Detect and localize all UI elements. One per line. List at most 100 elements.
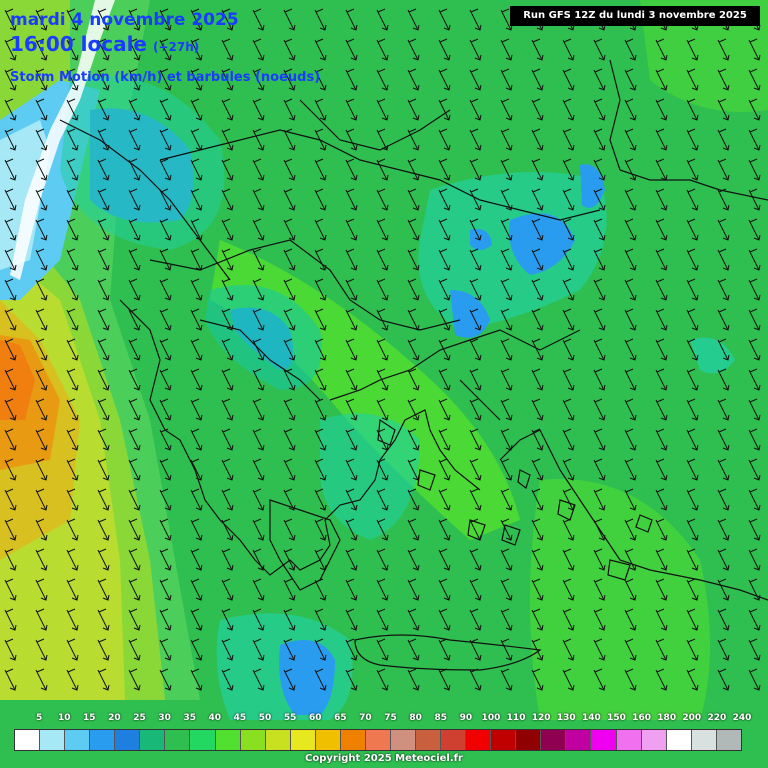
wind-barb [376, 248, 389, 271]
wind-barb [159, 548, 172, 571]
wind-barb [159, 458, 172, 481]
wind-barb [717, 278, 730, 301]
wind-barb [190, 518, 203, 541]
legend-label: 200 [682, 713, 702, 723]
wind-barb [438, 248, 451, 271]
legend-label: 40 [208, 713, 222, 723]
wind-barb [190, 578, 203, 601]
wind-barb [252, 488, 265, 511]
wind-barb [531, 608, 544, 631]
wind-barb [686, 518, 699, 541]
wind-barb [376, 518, 389, 541]
legend-label: 120 [531, 713, 551, 723]
wind-barb [655, 368, 668, 391]
legend-swatch [290, 730, 316, 750]
wind-barb [593, 488, 606, 511]
wind-barb [252, 668, 265, 691]
wind-barb [252, 128, 265, 151]
wind-barb [128, 398, 141, 421]
wind-barb [159, 158, 172, 181]
wind-barb [562, 458, 575, 481]
wind-barb [407, 278, 420, 301]
wind-barb [655, 608, 668, 631]
wind-barb [345, 488, 358, 511]
wind-barb [438, 668, 451, 691]
wind-barb [655, 218, 668, 241]
wind-barb [283, 308, 296, 331]
wind-barb [314, 188, 327, 211]
wind-barb [221, 218, 234, 241]
wind-barb [531, 98, 544, 121]
wind-barb [128, 278, 141, 301]
wind-barb [593, 518, 606, 541]
wind-barb [376, 548, 389, 571]
wind-barb [35, 428, 48, 451]
wind-barb [717, 98, 730, 121]
wind-barb [221, 158, 234, 181]
wind-barb [97, 68, 110, 91]
wind-barb [407, 68, 420, 91]
wind-barb [376, 488, 389, 511]
wind-barb [407, 398, 420, 421]
wind-barb [159, 68, 172, 91]
wind-barb [97, 158, 110, 181]
wind-barb [717, 398, 730, 421]
forecast-time: 16:00 locale (+27h) [10, 32, 199, 56]
wind-barb [593, 368, 606, 391]
wind-barb [531, 308, 544, 331]
wind-barb [221, 68, 234, 91]
wind-barb [66, 608, 79, 631]
wind-barb [469, 368, 482, 391]
wind-barb [500, 518, 513, 541]
wind-barb [35, 398, 48, 421]
wind-barb [159, 98, 172, 121]
wind-barb [469, 308, 482, 331]
wind-barb [686, 68, 699, 91]
wind-barb [748, 158, 761, 181]
wind-barb [252, 398, 265, 421]
wind-barb [624, 668, 637, 691]
wind-barb [314, 218, 327, 241]
wind-barb [35, 578, 48, 601]
wind-barb [562, 158, 575, 181]
wind-barb [283, 368, 296, 391]
legend-swatch [466, 730, 492, 750]
wind-barb [376, 668, 389, 691]
wind-barb [128, 188, 141, 211]
wind-barb [283, 38, 296, 61]
wind-barb [35, 158, 48, 181]
wind-barb [190, 338, 203, 361]
wind-barb [748, 38, 761, 61]
wind-barb [128, 38, 141, 61]
wind-barb [469, 278, 482, 301]
legend-swatch [65, 730, 91, 750]
legend-label: 15 [83, 713, 96, 723]
wind-barb [748, 188, 761, 211]
wind-barb [221, 98, 234, 121]
wind-barb [221, 308, 234, 331]
wind-barb [159, 368, 172, 391]
wind-barb [190, 548, 203, 571]
wind-barb [655, 488, 668, 511]
wind-barb [500, 218, 513, 241]
legend-label: 25 [133, 713, 146, 723]
wind-barb [593, 98, 606, 121]
wind-barb [469, 578, 482, 601]
wind-barb [190, 98, 203, 121]
wind-barb [407, 668, 420, 691]
wind-barb [159, 38, 172, 61]
wind-barb [66, 458, 79, 481]
wind-barb [376, 38, 389, 61]
wind-barb [252, 248, 265, 271]
wind-barb [159, 488, 172, 511]
wind-barb [748, 98, 761, 121]
wind-barb [593, 668, 606, 691]
wind-barb [624, 68, 637, 91]
wind-barb [97, 668, 110, 691]
wind-barb [283, 248, 296, 271]
wind-barb [407, 338, 420, 361]
wind-barb [593, 128, 606, 151]
wind-barb [128, 308, 141, 331]
wind-barb [500, 38, 513, 61]
wind-barb [159, 578, 172, 601]
